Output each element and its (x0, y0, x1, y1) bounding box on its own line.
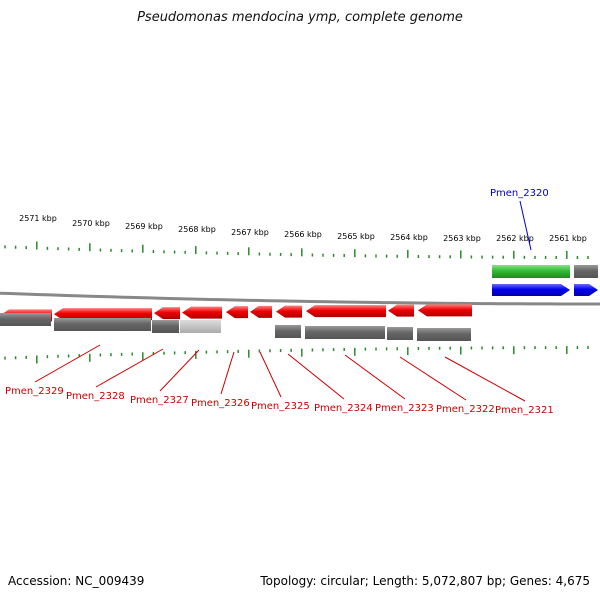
gene-label-leader (519, 200, 532, 251)
gene-arrow-reverse[interactable] (276, 305, 302, 318)
gene-label-leader (159, 349, 200, 392)
inner-scale-ticks (4, 346, 589, 364)
gene-arrow-forward[interactable] (574, 284, 598, 296)
gene-label-leader (34, 344, 101, 383)
gene-arrow-reverse[interactable] (306, 305, 386, 318)
outer-scale-ticks (4, 241, 589, 259)
scale-label: 2564 kbp (390, 233, 428, 242)
gene-label[interactable]: Pmen_2326 (191, 398, 250, 409)
gene-label-leader (444, 356, 526, 402)
gene-arrow-reverse[interactable] (388, 304, 414, 317)
genome-backbone (0, 291, 600, 306)
forward-genes-track (492, 284, 598, 296)
orthology-block (275, 325, 301, 338)
map-title: Pseudomonas mendocina ymp, complete geno… (137, 10, 463, 25)
gene-label[interactable]: Pmen_2321 (495, 405, 554, 416)
gene-arrow-forward[interactable] (492, 284, 570, 296)
orthology-block (387, 327, 413, 340)
orthology-track-reverse (0, 313, 471, 341)
genome-stats-text: Topology: circular; Length: 5,072,807 bp… (260, 574, 590, 588)
gene-label[interactable]: Pmen_2322 (436, 404, 495, 415)
scale-label: 2571 kbp (19, 214, 57, 223)
scale-label: 2563 kbp (443, 234, 481, 243)
orthology-block (54, 318, 151, 331)
scale-label: 2561 kbp (549, 234, 587, 243)
scale-label: 2568 kbp (178, 225, 216, 234)
gene-label[interactable]: Pmen_2323 (375, 403, 434, 414)
accession-text: Accession: NC_009439 (8, 574, 145, 588)
gene-label-leader (399, 356, 467, 401)
gene-label-leader (344, 354, 406, 400)
rna-bar[interactable] (492, 265, 570, 278)
orthology-block (305, 326, 385, 339)
orthology-track-forward (492, 265, 598, 278)
reverse-genes-track (0, 304, 472, 322)
gene-label[interactable]: Pmen_2320 (490, 188, 549, 199)
gene-label-leader (95, 348, 164, 388)
scale-labels: 2571 kbp 2570 kbp 2569 kbp 2568 kbp 2567 kbp… (19, 214, 587, 243)
scale-label: 2567 kbp (231, 228, 269, 237)
orthology-block (180, 320, 221, 333)
gene-label[interactable]: Pmen_2328 (66, 391, 125, 402)
orthology-block (152, 320, 179, 333)
scale-label: 2570 kbp (72, 219, 110, 228)
gene-arrow-reverse[interactable] (182, 306, 222, 319)
orthology-block (574, 265, 598, 278)
gene-label[interactable]: Pmen_2327 (130, 395, 189, 406)
gene-label-leader (259, 351, 282, 398)
gene-labels: Pmen_2329 Pmen_2328 Pmen_2327 Pmen_2326 Pmen… (5, 188, 554, 416)
gene-arrow-reverse[interactable] (154, 307, 180, 320)
scale-label: 2566 kbp (284, 230, 322, 239)
gene-label[interactable]: Pmen_2324 (314, 403, 373, 414)
gene-arrow-reverse[interactable] (54, 308, 152, 321)
orthology-block (417, 328, 471, 341)
orthology-block (0, 313, 51, 326)
scale-label: 2569 kbp (125, 222, 163, 231)
scale-label: 2565 kbp (337, 232, 375, 241)
scale-label: 2562 kbp (496, 234, 534, 243)
gene-arrow-reverse[interactable] (418, 304, 472, 317)
gene-label[interactable]: Pmen_2329 (5, 386, 64, 397)
gene-label-leader (287, 353, 345, 400)
gene-arrow-reverse[interactable] (250, 305, 272, 318)
gene-label-leader (220, 351, 235, 395)
gene-label[interactable]: Pmen_2325 (251, 401, 310, 412)
gene-arrow-reverse[interactable] (226, 306, 248, 319)
